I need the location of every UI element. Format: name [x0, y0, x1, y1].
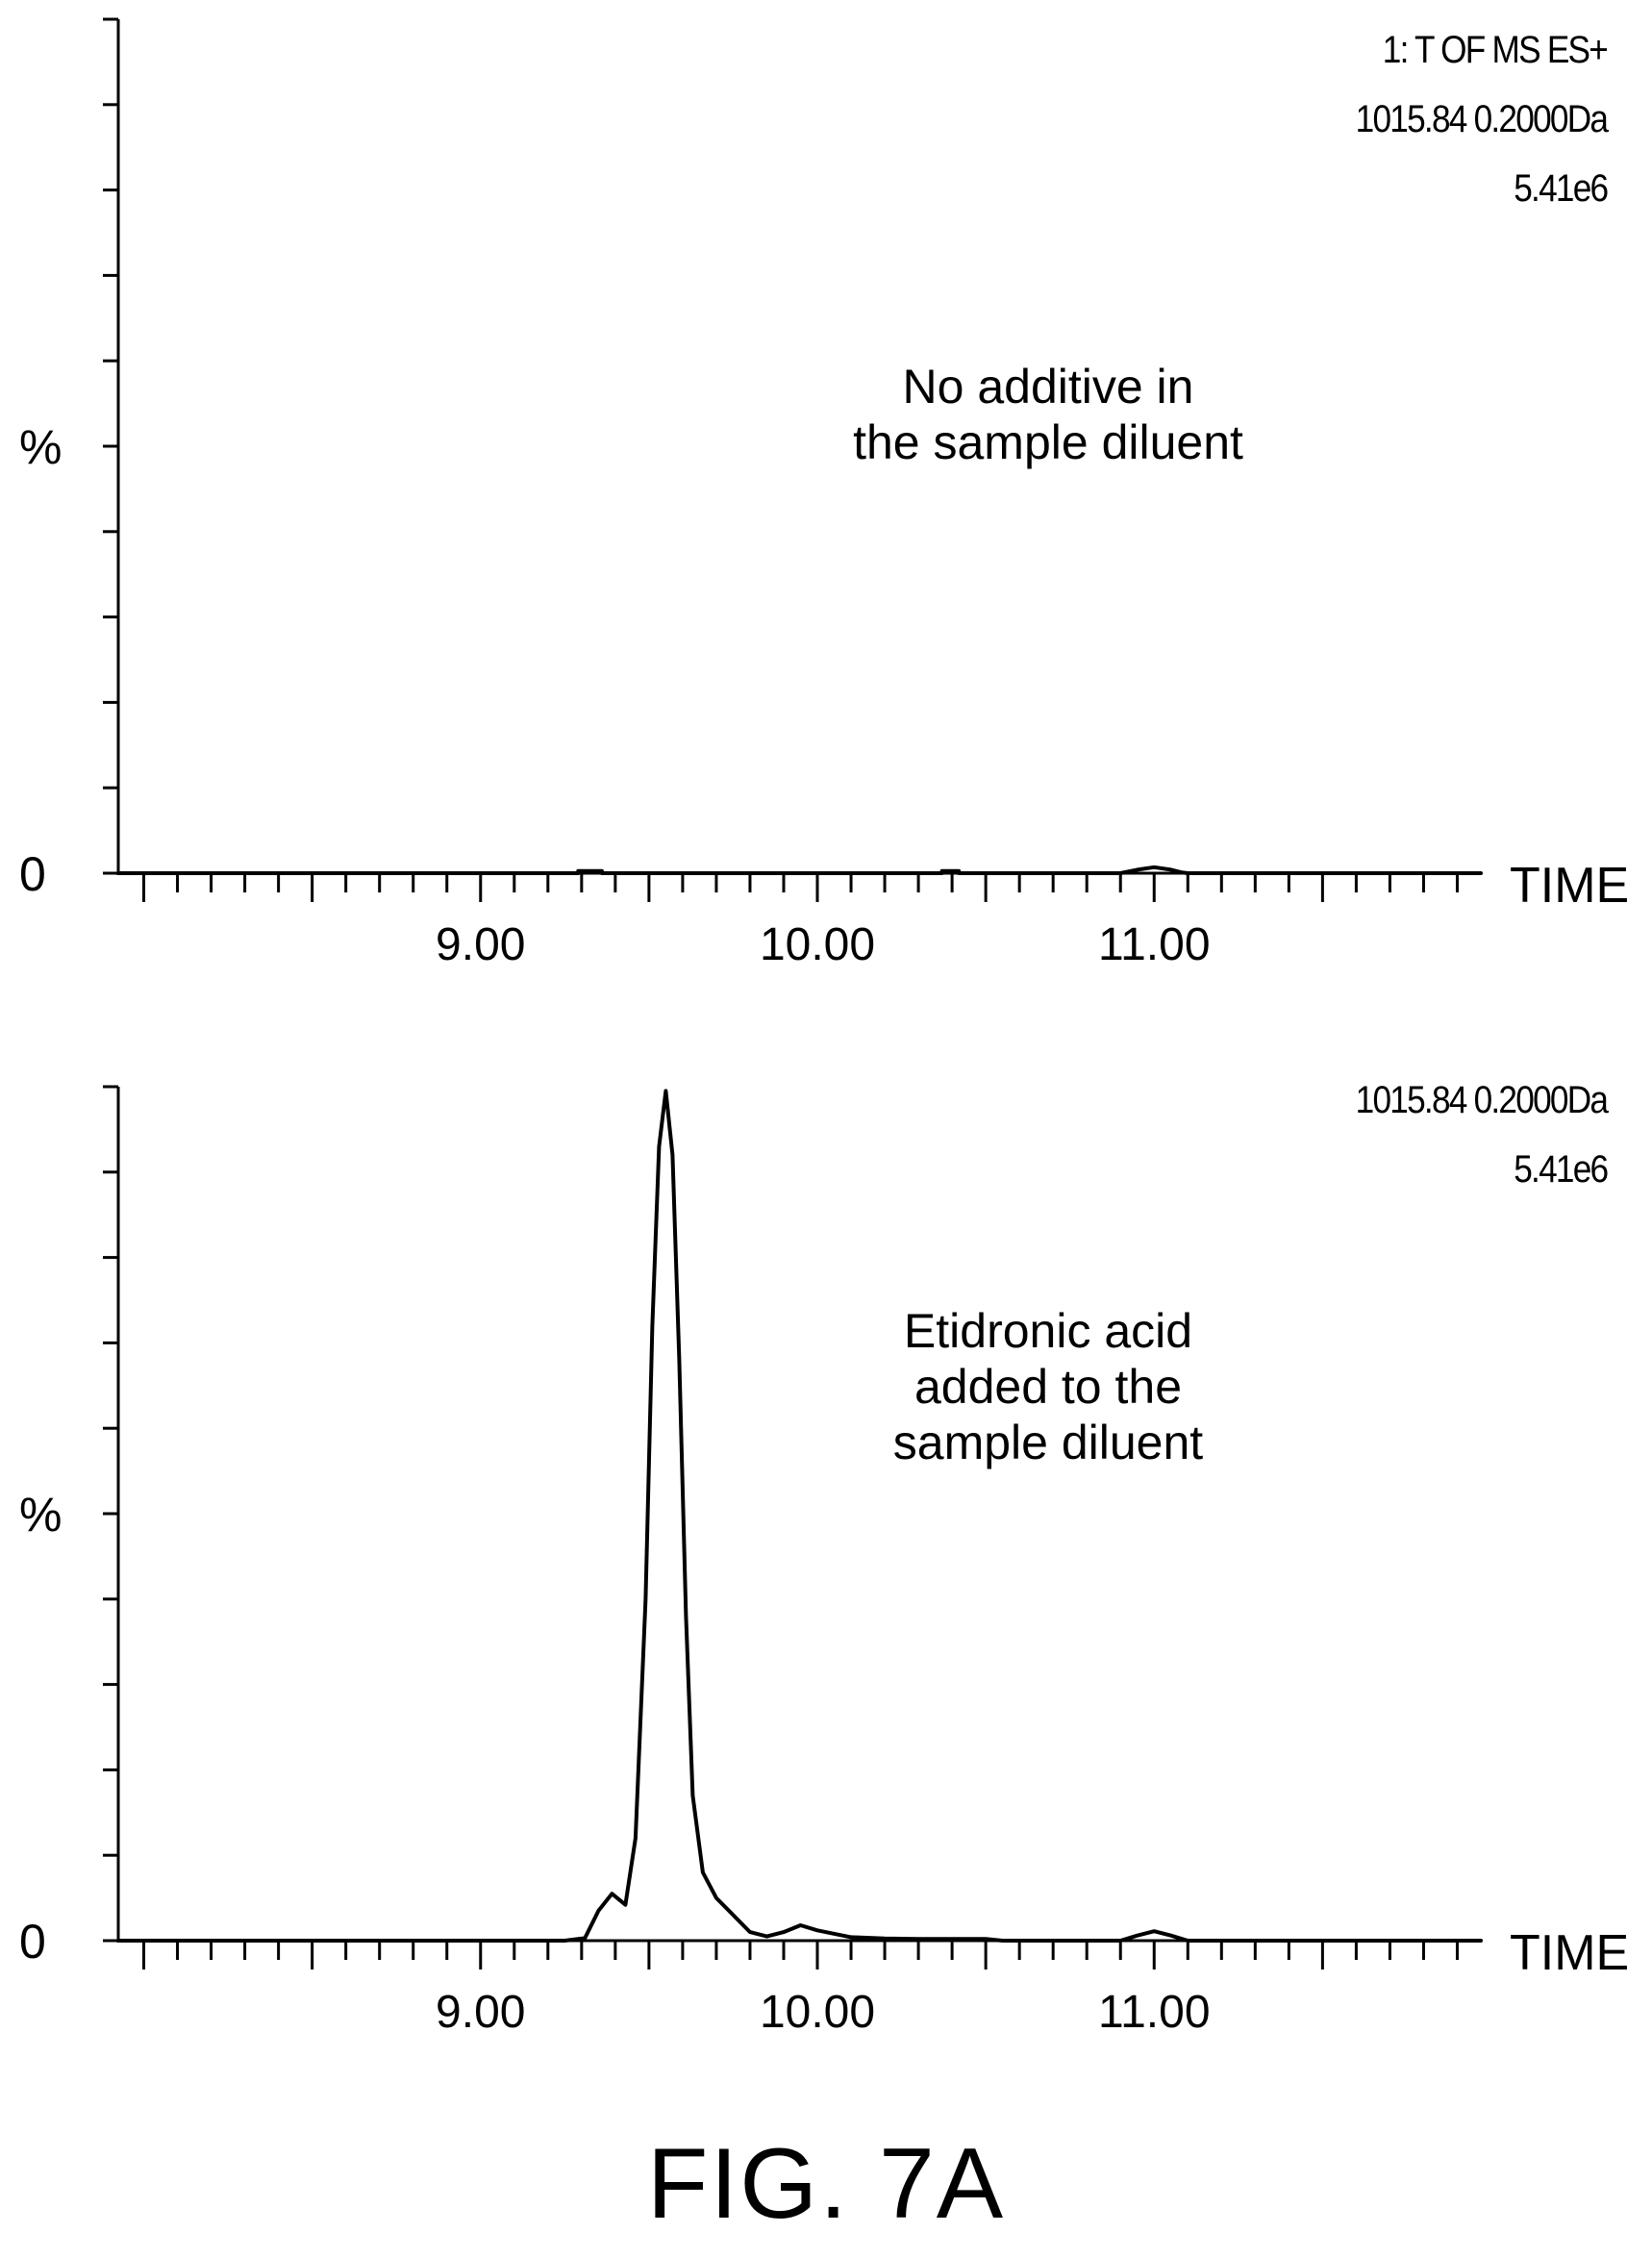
- x-tick-label: 10.00: [760, 919, 875, 970]
- chart-header-line: 1: T OF MS ES+: [1382, 29, 1609, 71]
- y-tick-label: 0: [19, 847, 46, 901]
- y-tick-label: 0: [19, 1915, 46, 1969]
- chromatogram-trace: [118, 1089, 1483, 1943]
- chart-annotation: No additive in the sample diluent: [853, 360, 1243, 469]
- x-tick-label: 11.00: [1098, 919, 1211, 970]
- y-axis-label: %: [19, 1488, 62, 1542]
- figure-caption: FIG. 7A: [646, 2128, 1006, 2240]
- x-axis-label: TIME: [1510, 1925, 1629, 1981]
- chromatogram-panel-bottom: 9.00 10.00 11.00% 0 TIME 1015.84 0.2000Da 5.…: [0, 1067, 1652, 2087]
- chart-header-line: 1015.84 0.2000Da: [1355, 1079, 1608, 1121]
- x-tick-label: 11.00: [1098, 1987, 1211, 2038]
- x-tick-label: 9.00: [436, 919, 525, 970]
- chromatogram-panel-top: 9.00 10.00 11.00% 0 TIME 1: T OF MS ES+ 1015…: [0, 0, 1652, 1019]
- chart-annotation: Etidronic acid added to the sample dilue…: [892, 1304, 1204, 1469]
- chart-header-line: 5.41e6: [1513, 167, 1609, 210]
- y-axis-label: %: [19, 420, 62, 474]
- chart-top-plot: 9.00 10.00 11.00% 0 TIME: [19, 17, 1629, 970]
- chromatogram-trace: [118, 865, 1483, 875]
- chart-bottom-plot: 9.00 10.00 11.00% 0 TIME: [19, 1085, 1629, 2038]
- x-tick-label: 9.00: [436, 1987, 525, 2038]
- chart-header-line: 1015.84 0.2000Da: [1355, 98, 1608, 140]
- x-tick-label: 10.00: [760, 1987, 875, 2038]
- chart-header-line: 5.41e6: [1513, 1148, 1609, 1191]
- x-axis-label: TIME: [1510, 858, 1629, 914]
